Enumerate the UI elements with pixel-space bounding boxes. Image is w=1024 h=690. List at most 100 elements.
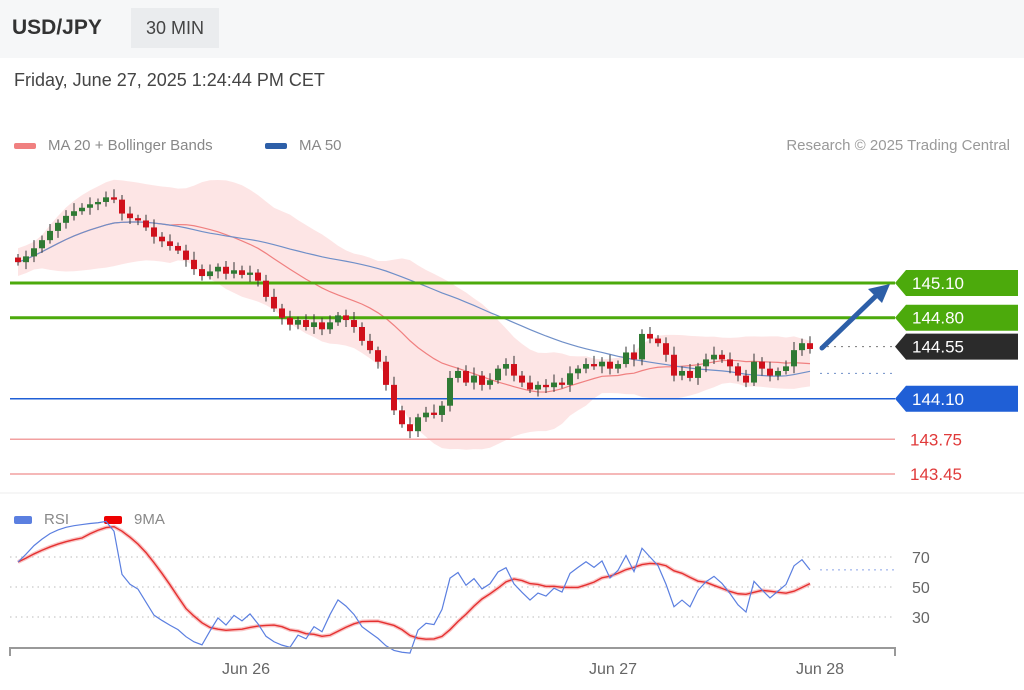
- candle-body: [631, 352, 637, 360]
- candle-body: [575, 368, 581, 374]
- candle-body: [15, 257, 21, 263]
- candle-body: [207, 271, 213, 277]
- candle-body: [87, 204, 93, 208]
- legend-9ma: 9MA: [104, 511, 165, 528]
- legend-rsi: RSI: [14, 511, 69, 528]
- candle-body: [255, 272, 261, 281]
- rsi-tick-label: 70: [912, 550, 930, 567]
- candle-body: [231, 270, 237, 274]
- candle-body: [39, 240, 45, 249]
- candle-body: [215, 266, 221, 272]
- candle-body: [559, 382, 565, 385]
- candle-body: [743, 375, 749, 383]
- candle-body: [679, 370, 685, 376]
- legend-ma50: MA 50: [265, 137, 342, 154]
- level-label: 143.75: [910, 430, 962, 449]
- candle-body: [519, 375, 525, 383]
- timeframe-button[interactable]: 30 MIN: [131, 8, 219, 48]
- level-tag: [895, 333, 1018, 360]
- candle-body: [295, 320, 301, 325]
- level-label: 144.80: [912, 309, 964, 328]
- rsi-ma-line: [17, 525, 811, 640]
- candle-body: [23, 256, 29, 263]
- candle-body: [111, 197, 117, 200]
- copyright: Research © 2025 Trading Central: [786, 137, 1010, 154]
- candle-body: [447, 377, 453, 406]
- candle-body: [79, 207, 85, 212]
- candle-body: [55, 222, 61, 231]
- candle-body: [463, 370, 469, 383]
- candle-body: [455, 370, 461, 378]
- x-tick-label: Jun 26: [222, 661, 270, 678]
- candle-body: [767, 368, 773, 376]
- candle-body: [167, 241, 173, 246]
- candle-body: [711, 354, 717, 360]
- legend-label: MA 20 + Bollinger Bands: [48, 137, 213, 154]
- candle-body: [383, 361, 389, 385]
- candle-body: [423, 412, 429, 418]
- rsi-line: [17, 520, 811, 654]
- candle-body: [591, 364, 597, 367]
- candle-body: [695, 366, 701, 378]
- candle-body: [439, 405, 445, 415]
- candle-body: [639, 333, 645, 360]
- candle-body: [719, 354, 725, 360]
- candle-body: [623, 352, 629, 365]
- candle-body: [399, 410, 405, 425]
- level-tag: [895, 385, 1018, 412]
- x-axis: [9, 647, 896, 656]
- candle-body: [31, 248, 37, 257]
- candle-body: [647, 333, 653, 339]
- candle-body: [607, 361, 613, 369]
- candle-body: [95, 201, 101, 205]
- candle-body: [703, 359, 709, 367]
- arrow-head-icon: [868, 284, 890, 303]
- candle-body: [615, 364, 621, 369]
- rsi-tick-label: 50: [912, 580, 930, 597]
- level-label: 144.10: [912, 390, 964, 409]
- candle-body: [71, 211, 77, 216]
- candle-body: [327, 322, 333, 330]
- candle-body: [239, 270, 245, 275]
- candle-body: [63, 215, 69, 223]
- level-label: 144.55: [912, 338, 964, 357]
- candle-body: [279, 308, 285, 318]
- candle-body: [335, 315, 341, 323]
- symbol-title: USD/JPY: [12, 16, 102, 39]
- legend-swatch: [265, 142, 287, 149]
- candle-body: [479, 375, 485, 385]
- candle-body: [431, 412, 437, 415]
- legend-swatch: [14, 515, 32, 524]
- candle-body: [487, 380, 493, 385]
- candle-body: [183, 250, 189, 260]
- candle-body: [143, 220, 149, 228]
- candle-body: [503, 364, 509, 369]
- level-tag: [895, 270, 1018, 296]
- candle-body: [799, 343, 805, 351]
- x-tick-label: Jun 28: [796, 661, 844, 678]
- candle-body: [783, 366, 789, 371]
- candle-body: [199, 269, 205, 277]
- candle-body: [127, 213, 133, 219]
- legend-swatch: [14, 142, 36, 149]
- candle-body: [311, 322, 317, 327]
- datetime-label: Friday, June 27, 2025 1:24:44 PM CET: [14, 70, 325, 90]
- candle-body: [415, 417, 421, 432]
- candle-body: [351, 320, 357, 327]
- candle-body: [47, 230, 53, 241]
- candle-body: [663, 343, 669, 355]
- candle-body: [495, 368, 501, 381]
- candle-body: [599, 361, 605, 367]
- candle-body: [151, 227, 157, 237]
- level-label: 145.10: [912, 274, 964, 293]
- legend-label: RSI: [44, 511, 70, 528]
- candle-body: [583, 364, 589, 369]
- candle-body: [727, 359, 733, 367]
- candle-body: [223, 266, 229, 274]
- candle-body: [343, 315, 349, 321]
- candle-body: [175, 245, 181, 251]
- x-tick-label: Jun 27: [589, 661, 637, 678]
- candle-body: [391, 384, 397, 411]
- candle-body: [535, 384, 541, 390]
